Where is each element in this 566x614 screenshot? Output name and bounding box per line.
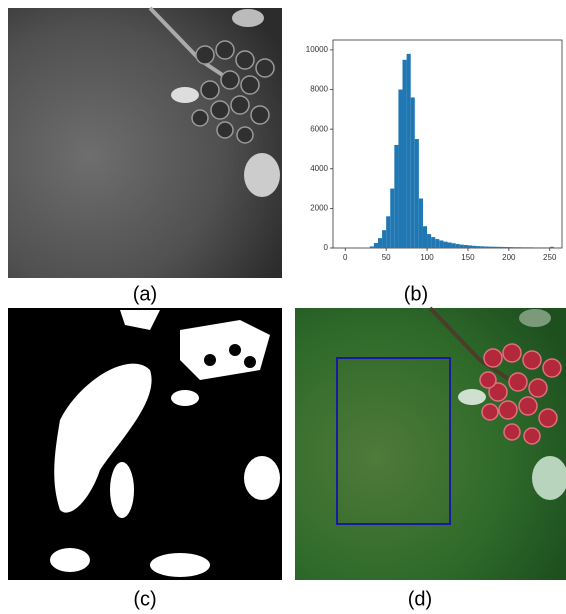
bar — [411, 97, 415, 248]
panel-label: (b) — [404, 283, 428, 305]
bar — [476, 246, 480, 248]
bar — [505, 247, 509, 248]
bar — [398, 90, 402, 248]
bar — [464, 245, 468, 248]
bar — [456, 244, 460, 248]
bar — [370, 246, 374, 248]
bar — [390, 189, 394, 248]
y-tick-label: 8000 — [310, 85, 328, 94]
photo-grayscale — [8, 8, 282, 278]
x-tick-label: 100 — [420, 253, 434, 262]
x-tick-label: 200 — [502, 253, 516, 262]
bar — [439, 240, 443, 248]
bar — [497, 247, 501, 248]
bar — [460, 245, 464, 248]
figure: (a) (b) (c) (d) 0 50 100 150 200 250 0 2000 4000 6000… — [0, 0, 566, 614]
bar — [537, 247, 541, 248]
panel-label: (d) — [408, 588, 432, 610]
bar — [488, 247, 492, 248]
y-tick-label: 6000 — [310, 124, 328, 133]
bar — [501, 247, 505, 248]
bar — [480, 246, 484, 248]
bar — [509, 247, 513, 248]
x-tick-label: 50 — [382, 253, 391, 262]
x-tick-label: 250 — [543, 253, 557, 262]
bar — [427, 234, 431, 248]
bar — [448, 242, 452, 248]
panel-label: (c) — [133, 588, 156, 610]
bar — [484, 247, 488, 248]
y-tick-label: 0 — [324, 243, 329, 252]
bar — [407, 54, 411, 248]
bar — [513, 247, 517, 248]
y-tick-label: 4000 — [310, 164, 328, 173]
bar — [435, 239, 439, 248]
bar — [415, 139, 419, 248]
x-tick-label: 150 — [461, 253, 475, 262]
bar — [517, 247, 521, 248]
bar — [533, 247, 537, 248]
y-tick-label: 2000 — [310, 203, 328, 212]
bar — [468, 245, 472, 248]
bar — [382, 230, 386, 248]
bar — [431, 237, 435, 248]
bar — [550, 247, 554, 248]
bar — [542, 247, 546, 248]
y-tick-label: 10000 — [306, 45, 329, 54]
bar — [403, 60, 407, 248]
bar — [374, 243, 378, 248]
bar — [521, 247, 525, 248]
bar — [419, 198, 423, 248]
bar — [443, 242, 447, 248]
bar — [423, 226, 427, 248]
panel-label: (a) — [133, 283, 157, 305]
bar — [394, 145, 398, 248]
bar — [525, 247, 529, 248]
bar — [492, 247, 496, 248]
photo-color — [295, 308, 566, 580]
bar — [472, 246, 476, 248]
bar — [386, 216, 390, 248]
plot-frame — [333, 40, 562, 248]
bar — [529, 247, 533, 248]
bar — [452, 243, 456, 248]
bar — [546, 247, 550, 248]
bar — [378, 238, 382, 248]
photo-binary — [8, 308, 282, 580]
x-tick-label: 0 — [343, 253, 348, 262]
